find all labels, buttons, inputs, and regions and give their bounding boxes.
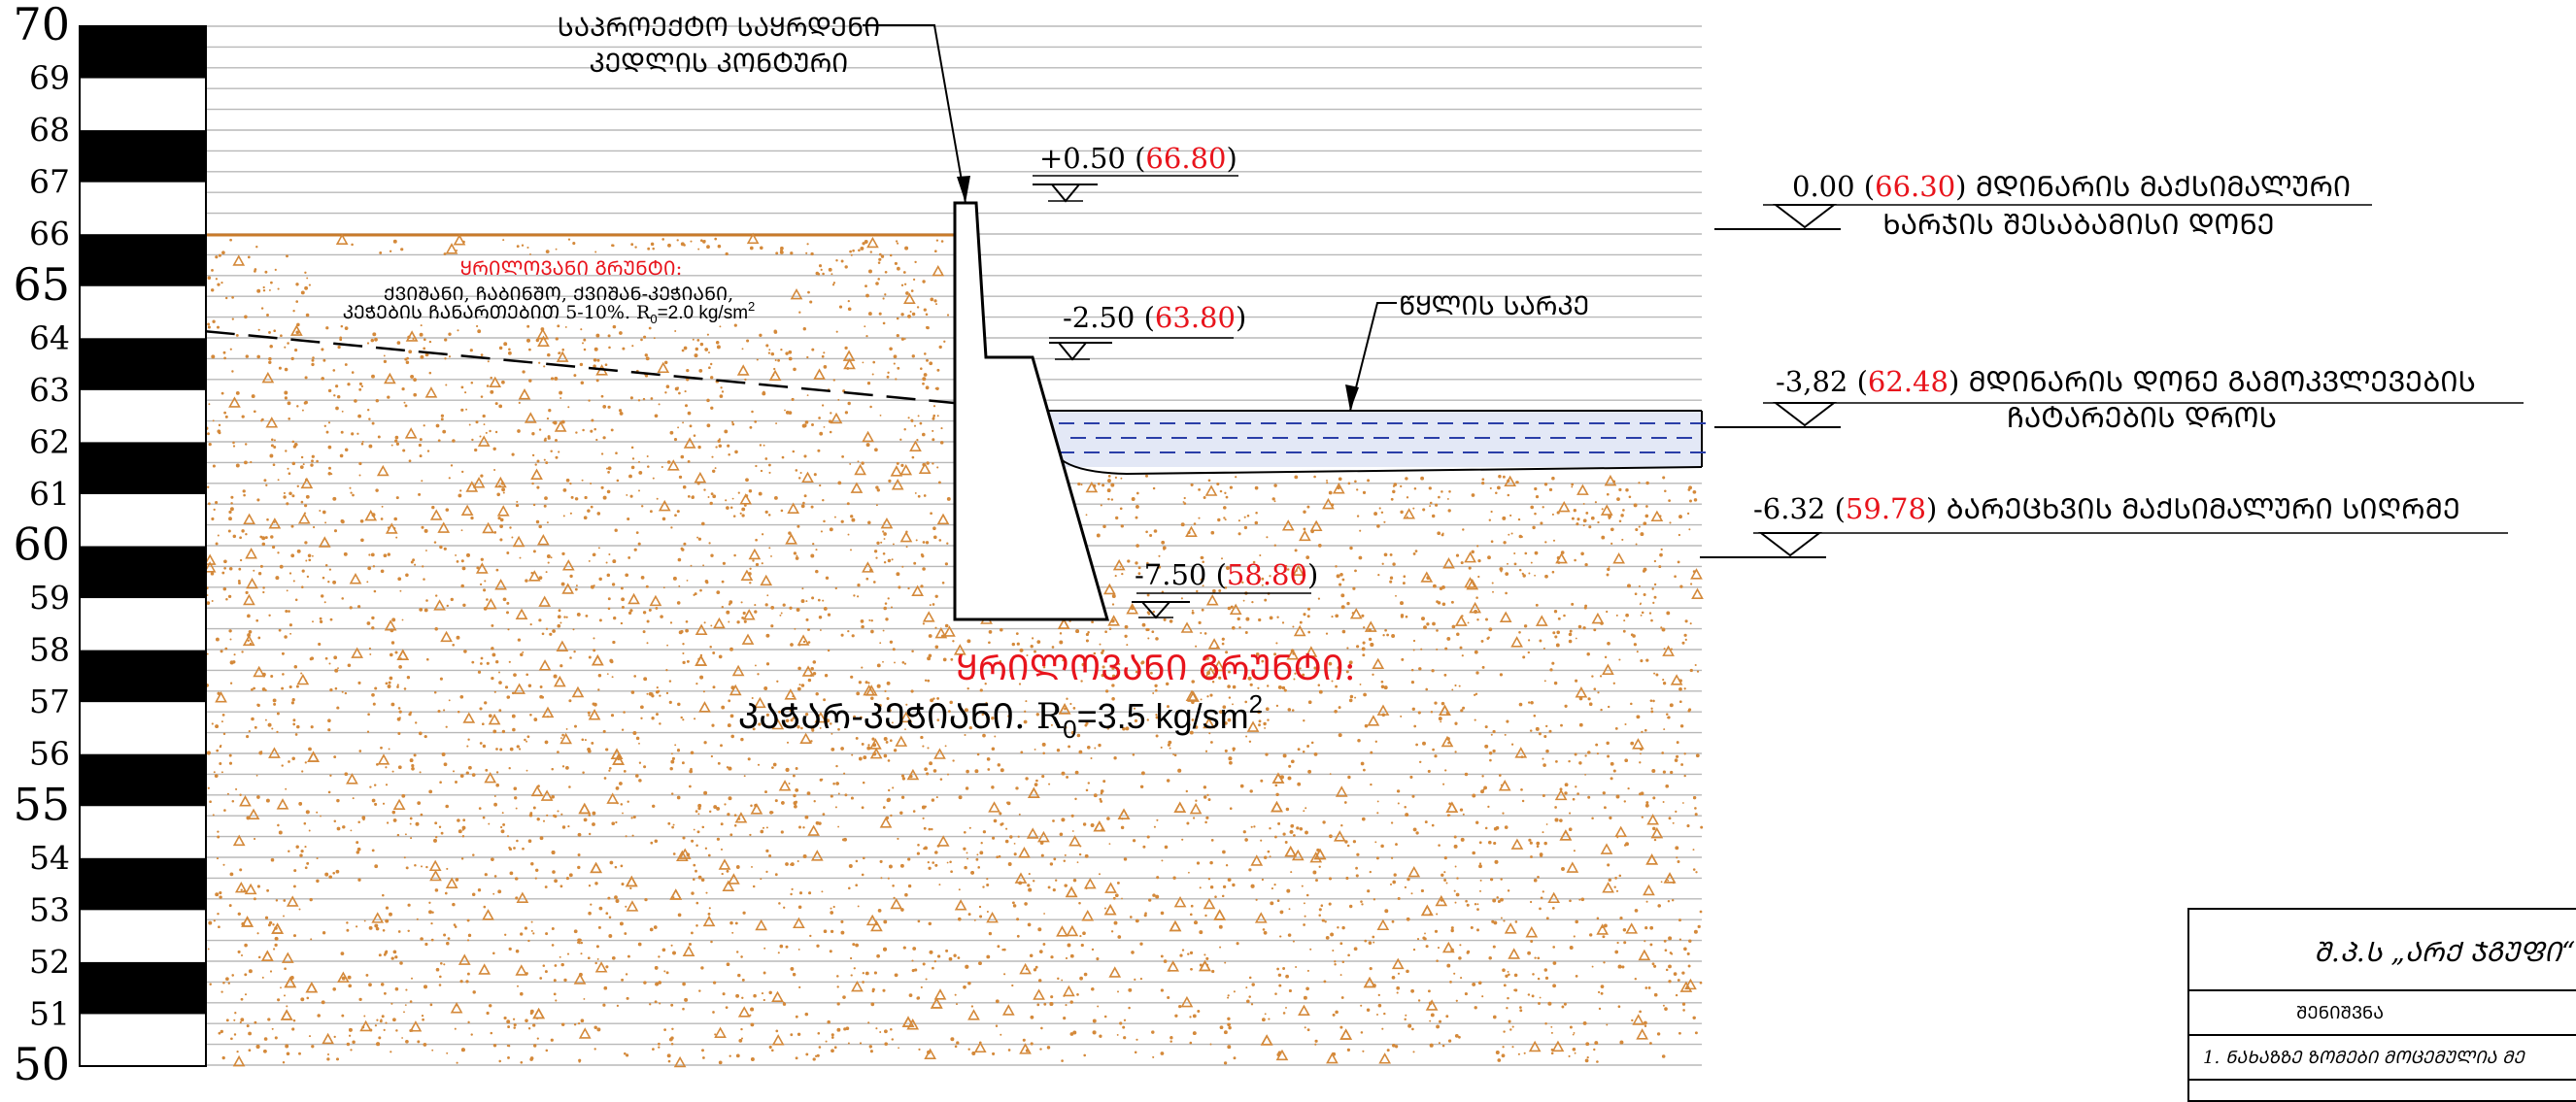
bottom-soil-line: ᲙᲐᲭᲐᲠ-ᲙᲔᲭᲘᲐᲜᲘ. R0=3.5 kg/sm2 [738, 689, 1263, 744]
mark-minus-7-50-text: -7.50 (58.80) [1135, 558, 1318, 591]
scale-label: 57 [29, 683, 70, 720]
wall-label-line2: ᲙᲔᲓᲚᲘᲡ ᲙᲝᲜᲢᲣᲠᲘ [590, 49, 849, 79]
top-soil-description: ᲧᲠᲘᲚᲝᲕᲐᲜᲘ ᲒᲠᲣᲜᲢᲘ: ᲥᲕᲘᲨᲐᲜᲘ, ᲩᲐᲑᲘᲜᲨᲝ, ᲥᲕᲘᲨ… [343, 256, 756, 326]
scale-label: 56 [29, 735, 70, 773]
scale-label: 64 [29, 318, 70, 356]
river-label: ᲬᲧᲚᲘᲡ ᲡᲐᲠᲙᲔ [1399, 291, 1589, 321]
river-label-leader [1345, 303, 1397, 411]
scale-block [80, 26, 206, 79]
mark-plus-0-50 [1033, 176, 1238, 201]
scale-block [80, 547, 206, 599]
scale-label: 52 [29, 943, 70, 981]
scale-label: 50 [13, 1038, 70, 1090]
river-water [1047, 411, 1706, 467]
top-soil-title: ᲧᲠᲘᲚᲝᲕᲐᲜᲘ ᲒᲠᲣᲜᲢᲘ: [460, 256, 683, 280]
mark-minus-6-32 [1700, 533, 2508, 557]
bottom-soil-description: ᲧᲠᲘᲚᲝᲕᲐᲜᲘ ᲒᲠᲣᲜᲢᲘ: ᲙᲐᲭᲐᲠ-ᲙᲔᲭᲘᲐᲜᲘ. R0=3.5 … [738, 649, 1356, 744]
scale-label: 66 [29, 215, 70, 252]
scale-block [80, 234, 206, 286]
scale-label: 58 [29, 631, 70, 669]
scale-label: 62 [29, 422, 70, 460]
scale-label: 51 [29, 994, 70, 1032]
scale-block [80, 338, 206, 390]
scale-label: 65 [13, 258, 70, 311]
elevation-scale: 70 69 68 67 66 65 64 63 62 61 60 59 58 57 56 55 54 53 52 51… [13, 0, 206, 1090]
soil-boundary-dashed [163, 327, 954, 403]
mark-minus-2-50 [1049, 338, 1234, 359]
scale-label: 55 [13, 778, 70, 830]
mark-plus-0-50-text: +0.50 (66.80) [1039, 142, 1237, 175]
scale-label: 69 [29, 59, 70, 97]
scale-label: 53 [29, 890, 70, 928]
scale-block [80, 130, 206, 183]
mark-0-00-text: 0.00 (66.30) ᲛᲓᲘᲜᲐᲠᲘᲡ ᲛᲐᲥᲡᲘᲛᲐᲚᲣᲠᲘ [1792, 170, 2351, 203]
scale-label: 70 [13, 0, 70, 50]
bottom-soil-title: ᲧᲠᲘᲚᲝᲕᲐᲜᲘ ᲒᲠᲣᲜᲢᲘ: [956, 649, 1356, 688]
title-block: Შ.Პ.Ს „ᲐᲠᲥ ᲯᲒᲣᲤᲘ“ ᲨᲔᲜᲘᲨᲕᲜᲐ 1. ᲜᲐᲮᲐᲖᲖᲔ ᲖᲝ… [2187, 908, 2576, 1102]
scale-label: 67 [29, 163, 70, 201]
wall-label-leader [863, 25, 970, 203]
mark-minus-3-82-text: -3,82 (62.48) ᲛᲓᲘᲜᲐᲠᲘᲡ ᲓᲝᲜᲔ ᲒᲐᲛᲝᲙᲕᲚᲔᲕᲔᲑᲘ… [1776, 365, 2476, 398]
wall-label-line1: ᲡᲐᲞᲠᲝᲔᲥᲢᲝ ᲡᲐᲧᲠᲓᲔᲜᲘ [558, 13, 881, 43]
scale-block [80, 754, 206, 807]
note-1: 1. ᲜᲐᲮᲐᲖᲖᲔ ᲖᲝᲛᲔᲑᲘ ᲛᲝᲪᲔᲛᲣᲚᲘᲐ ᲛᲔ [2203, 1046, 2525, 1069]
mark-minus-3-82-line2: ᲩᲐᲢᲐᲠᲔᲑᲘᲡ ᲓᲠᲝᲡ [2007, 401, 2277, 434]
title-block-company-row: Შ.Პ.Ს „ᲐᲠᲥ ᲯᲒᲣᲤᲘ“ [2189, 910, 2576, 991]
mark-minus-7-50 [1132, 593, 1311, 618]
mark-0-00-line2: ᲮᲐᲠᲯᲘᲡ ᲨᲔᲡᲐᲑᲐᲛᲘᲡᲘ ᲓᲝᲜᲔ [1882, 208, 2275, 241]
scale-label: 60 [13, 518, 70, 571]
mark-minus-6-32-text: -6.32 (59.78) ᲑᲐᲠᲔᲪᲮᲕᲘᲡ ᲛᲐᲥᲡᲘᲛᲐᲚᲣᲠᲘ ᲡᲘᲦᲠ… [1753, 492, 2460, 525]
scale-block [80, 442, 206, 494]
scale-label: 63 [29, 371, 70, 409]
mark-minus-2-50-text: -2.50 (63.80) [1063, 301, 1246, 334]
scale-label: 59 [29, 579, 70, 617]
title-block-note-row: 1. ᲜᲐᲮᲐᲖᲖᲔ ᲖᲝᲛᲔᲑᲘ ᲛᲝᲪᲔᲛᲣᲚᲘᲐ ᲛᲔ [2189, 1034, 2576, 1081]
company-name: Შ.Პ.Ს „ᲐᲠᲥ ᲯᲒᲣᲤᲘ“ [2314, 933, 2575, 970]
scale-block [80, 858, 206, 911]
scale-label: 61 [29, 475, 70, 513]
scale-label: 54 [29, 839, 70, 877]
notes-header: ᲨᲔᲜᲘᲨᲕᲜᲐ [2296, 1001, 2384, 1024]
scale-block [80, 962, 206, 1015]
scale-block [80, 651, 206, 703]
top-soil-line2: ᲙᲔᲭᲔᲑᲘᲡ ᲩᲐᲜᲐᲠᲗᲔᲑᲘᲗ 5-10%. R0=2.0 kg/sm2 [343, 299, 756, 326]
title-block-notes-header-row: ᲨᲔᲜᲘᲨᲕᲜᲐ [2189, 989, 2576, 1036]
scale-label: 68 [29, 111, 70, 149]
